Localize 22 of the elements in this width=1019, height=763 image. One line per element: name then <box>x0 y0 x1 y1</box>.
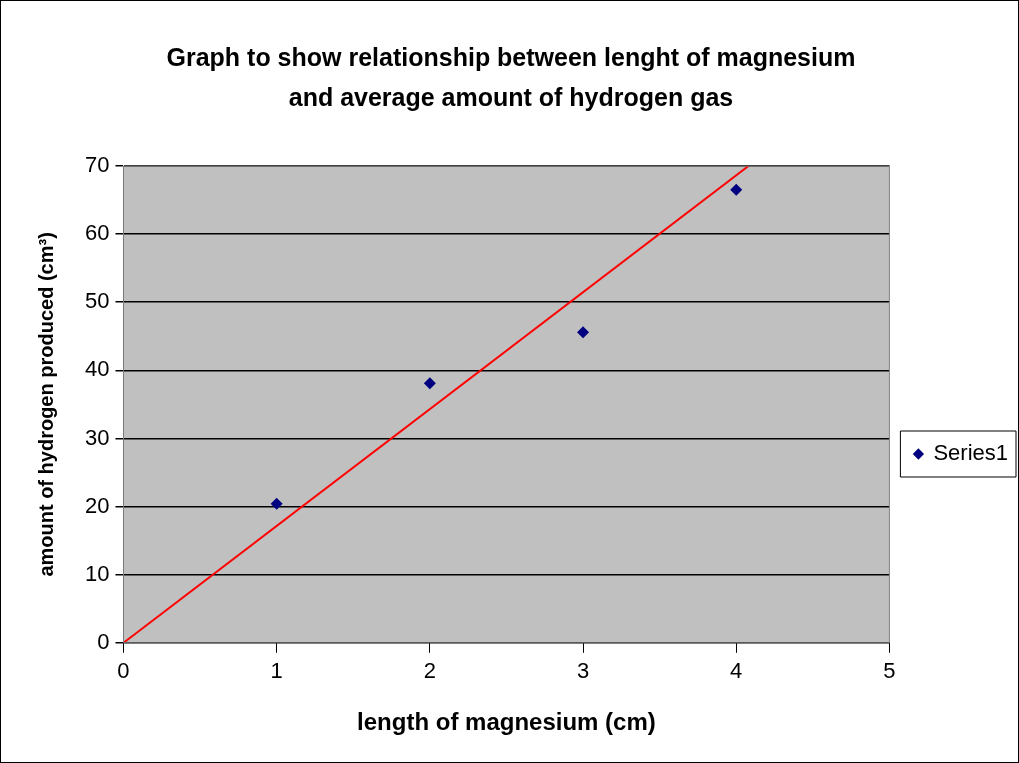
y-tick-label: 20 <box>84 492 110 518</box>
y-tick-label: 40 <box>84 356 110 382</box>
y-tick-label: 50 <box>84 288 110 314</box>
y-axis-title: amount of hydrogen produced (cm³) <box>34 232 57 577</box>
chart-title: Graph to show relationship between lenght of magnesium and average amount of hydrogen gas <box>165 42 857 113</box>
x-tick-label: 5 <box>883 658 896 684</box>
y-tick-label: 70 <box>84 152 110 178</box>
point <box>577 326 590 339</box>
point <box>423 377 436 390</box>
x-tick-label: 4 <box>730 658 743 684</box>
x-tick-label: 1 <box>270 658 283 684</box>
y-tick-label: 30 <box>84 424 110 450</box>
x-axis-title: length of magnesium (cm) <box>357 708 656 736</box>
y-tick-label: 60 <box>84 220 110 246</box>
legend-label: Series1 <box>933 440 1008 466</box>
point <box>730 183 743 196</box>
x-tick-label: 0 <box>117 658 130 684</box>
y-tick-label: 0 <box>97 628 110 654</box>
point <box>270 497 283 510</box>
x-tick-label: 3 <box>576 658 590 684</box>
x-tick-label: 2 <box>423 658 436 684</box>
y-tick-label: 10 <box>84 560 110 586</box>
